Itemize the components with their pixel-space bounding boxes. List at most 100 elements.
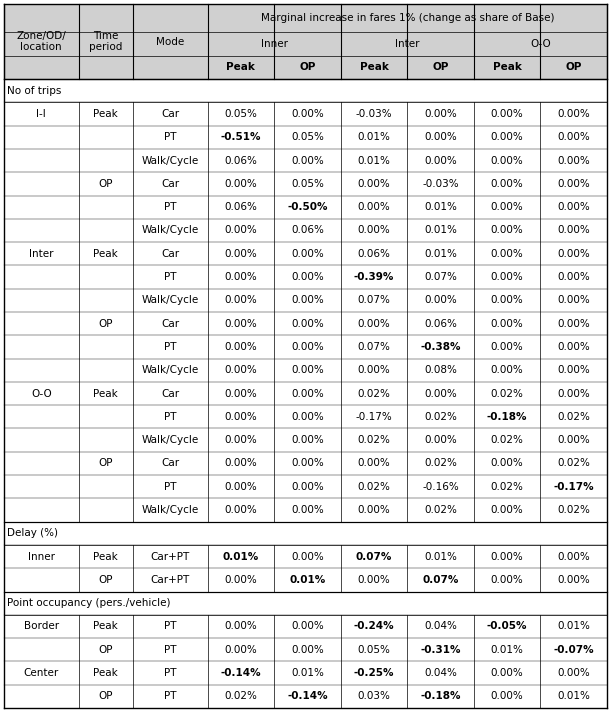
Text: -0.24%: -0.24% xyxy=(354,622,394,632)
Text: Car: Car xyxy=(161,179,180,189)
Text: 0.00%: 0.00% xyxy=(291,389,324,399)
Text: 0.00%: 0.00% xyxy=(357,365,390,375)
Text: 0.00%: 0.00% xyxy=(357,505,390,515)
Text: 0.00%: 0.00% xyxy=(291,156,324,166)
Text: 0.00%: 0.00% xyxy=(225,622,257,632)
Text: 0.06%: 0.06% xyxy=(424,319,457,329)
Text: 0.00%: 0.00% xyxy=(291,342,324,352)
Text: 0.00%: 0.00% xyxy=(491,109,524,119)
Text: 0.06%: 0.06% xyxy=(291,226,324,236)
Text: -0.18%: -0.18% xyxy=(420,691,461,701)
Text: 0.00%: 0.00% xyxy=(291,365,324,375)
Text: 0.00%: 0.00% xyxy=(557,156,590,166)
Text: Walk/Cycle: Walk/Cycle xyxy=(142,505,199,515)
Text: 0.00%: 0.00% xyxy=(225,342,257,352)
Text: 0.01%: 0.01% xyxy=(557,691,590,701)
Text: 0.01%: 0.01% xyxy=(424,248,457,258)
Text: 0.02%: 0.02% xyxy=(491,435,524,445)
Text: 0.00%: 0.00% xyxy=(291,412,324,422)
Bar xyxy=(474,33,607,56)
Text: 0.00%: 0.00% xyxy=(557,295,590,305)
Text: 0.03%: 0.03% xyxy=(357,691,390,701)
Text: 0.02%: 0.02% xyxy=(557,412,590,422)
Text: Car+PT: Car+PT xyxy=(151,552,190,562)
Text: Walk/Cycle: Walk/Cycle xyxy=(142,435,199,445)
Text: Peak: Peak xyxy=(93,389,118,399)
Text: 0.00%: 0.00% xyxy=(491,668,524,678)
Text: 0.00%: 0.00% xyxy=(491,248,524,258)
Text: PT: PT xyxy=(164,412,177,422)
Text: Car: Car xyxy=(161,248,180,258)
Text: 0.00%: 0.00% xyxy=(225,295,257,305)
Text: -0.07%: -0.07% xyxy=(554,645,594,655)
Text: 0.06%: 0.06% xyxy=(357,248,390,258)
Text: Center: Center xyxy=(24,668,59,678)
Text: -0.50%: -0.50% xyxy=(287,202,327,212)
Text: 0.04%: 0.04% xyxy=(424,622,457,632)
Text: 0.00%: 0.00% xyxy=(424,435,457,445)
Text: Car: Car xyxy=(161,109,180,119)
Text: -0.31%: -0.31% xyxy=(420,645,461,655)
Text: 0.00%: 0.00% xyxy=(291,482,324,492)
Text: 0.00%: 0.00% xyxy=(557,179,590,189)
Text: 0.00%: 0.00% xyxy=(291,319,324,329)
Text: -0.03%: -0.03% xyxy=(356,109,392,119)
Text: Walk/Cycle: Walk/Cycle xyxy=(142,295,199,305)
Text: 0.00%: 0.00% xyxy=(291,295,324,305)
Text: Zone/OD/
location: Zone/OD/ location xyxy=(16,31,66,52)
Text: -0.17%: -0.17% xyxy=(554,482,594,492)
Text: -0.05%: -0.05% xyxy=(487,622,527,632)
Text: -0.14%: -0.14% xyxy=(287,691,327,701)
Text: 0.00%: 0.00% xyxy=(491,156,524,166)
Text: 0.05%: 0.05% xyxy=(224,109,257,119)
Text: Peak: Peak xyxy=(93,109,118,119)
Text: 0.02%: 0.02% xyxy=(357,482,390,492)
Text: 0.00%: 0.00% xyxy=(557,109,590,119)
Text: 0.00%: 0.00% xyxy=(225,645,257,655)
Text: 0.02%: 0.02% xyxy=(491,389,524,399)
Text: 0.00%: 0.00% xyxy=(491,319,524,329)
Text: -0.03%: -0.03% xyxy=(422,179,459,189)
Text: 0.00%: 0.00% xyxy=(291,622,324,632)
Text: Peak: Peak xyxy=(93,248,118,258)
Text: 0.00%: 0.00% xyxy=(491,272,524,282)
Bar xyxy=(474,56,541,79)
Text: PT: PT xyxy=(164,482,177,492)
Text: 0.00%: 0.00% xyxy=(225,272,257,282)
Text: 0.01%: 0.01% xyxy=(291,668,324,678)
Text: Inter: Inter xyxy=(395,39,420,49)
Text: 0.00%: 0.00% xyxy=(225,575,257,585)
Text: Peak: Peak xyxy=(93,552,118,562)
Text: 0.07%: 0.07% xyxy=(357,342,390,352)
Text: 0.00%: 0.00% xyxy=(424,295,457,305)
Text: I-I: I-I xyxy=(37,109,46,119)
Text: 0.02%: 0.02% xyxy=(357,389,390,399)
Text: 0.02%: 0.02% xyxy=(491,482,524,492)
Text: 0.00%: 0.00% xyxy=(491,552,524,562)
Text: 0.00%: 0.00% xyxy=(557,202,590,212)
Text: OP: OP xyxy=(566,63,582,73)
Text: 0.00%: 0.00% xyxy=(491,365,524,375)
Text: 0.01%: 0.01% xyxy=(424,202,457,212)
Text: OP: OP xyxy=(98,459,113,468)
Text: Inter: Inter xyxy=(29,248,54,258)
Text: 0.00%: 0.00% xyxy=(357,459,390,468)
Text: 0.00%: 0.00% xyxy=(491,575,524,585)
Text: 0.00%: 0.00% xyxy=(491,226,524,236)
Text: -0.25%: -0.25% xyxy=(354,668,394,678)
Text: -0.39%: -0.39% xyxy=(354,272,394,282)
Text: 0.07%: 0.07% xyxy=(422,575,459,585)
Text: 0.00%: 0.00% xyxy=(291,109,324,119)
Text: Car+PT: Car+PT xyxy=(151,575,190,585)
Text: 0.00%: 0.00% xyxy=(557,342,590,352)
Text: -0.51%: -0.51% xyxy=(221,132,261,142)
Text: 0.00%: 0.00% xyxy=(557,226,590,236)
Text: PT: PT xyxy=(164,202,177,212)
Text: 0.02%: 0.02% xyxy=(424,459,457,468)
Text: Point occupancy (pers./vehicle): Point occupancy (pers./vehicle) xyxy=(7,598,170,608)
Text: 0.00%: 0.00% xyxy=(291,505,324,515)
Text: OP: OP xyxy=(98,319,113,329)
Text: 0.00%: 0.00% xyxy=(291,272,324,282)
Text: 0.02%: 0.02% xyxy=(424,505,457,515)
Text: 0.00%: 0.00% xyxy=(357,202,390,212)
